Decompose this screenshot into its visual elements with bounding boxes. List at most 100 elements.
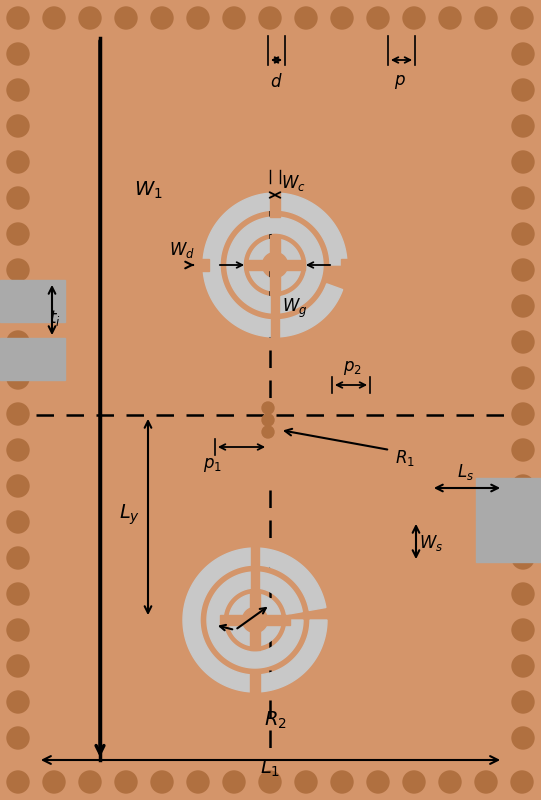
Circle shape	[7, 43, 29, 65]
Circle shape	[7, 295, 29, 317]
Circle shape	[331, 771, 353, 793]
Bar	[476, 478, 541, 520]
Bar	[270, 235, 280, 295]
Circle shape	[295, 7, 317, 29]
Circle shape	[511, 771, 533, 793]
Circle shape	[7, 151, 29, 173]
Polygon shape	[249, 239, 301, 291]
Bar	[251, 568, 259, 590]
Circle shape	[7, 187, 29, 209]
Bar	[251, 542, 259, 567]
Circle shape	[151, 7, 173, 29]
Circle shape	[259, 7, 281, 29]
Circle shape	[7, 7, 29, 29]
Bar	[270, 187, 280, 217]
Circle shape	[115, 771, 137, 793]
Bar	[245, 260, 305, 270]
Text: $p_2$: $p_2$	[342, 359, 361, 377]
Circle shape	[512, 511, 534, 533]
Polygon shape	[203, 193, 347, 337]
Circle shape	[7, 223, 29, 245]
Circle shape	[7, 79, 29, 101]
Polygon shape	[207, 572, 303, 668]
Circle shape	[259, 771, 281, 793]
Circle shape	[403, 771, 425, 793]
Circle shape	[7, 439, 29, 461]
Bar	[271, 317, 279, 342]
Circle shape	[7, 331, 29, 353]
Circle shape	[403, 7, 425, 29]
Circle shape	[512, 619, 534, 641]
Bar	[250, 672, 260, 702]
Circle shape	[511, 7, 533, 29]
Circle shape	[187, 771, 209, 793]
Text: $p$: $p$	[394, 73, 406, 91]
Circle shape	[187, 7, 209, 29]
Circle shape	[7, 547, 29, 569]
Circle shape	[79, 771, 101, 793]
Circle shape	[295, 771, 317, 793]
Bar	[250, 590, 260, 650]
Bar	[199, 259, 209, 271]
Circle shape	[512, 187, 534, 209]
Circle shape	[262, 414, 274, 426]
Circle shape	[7, 583, 29, 605]
Text: $W_c$: $W_c$	[281, 173, 305, 193]
Circle shape	[7, 475, 29, 497]
Bar	[252, 592, 258, 608]
Circle shape	[7, 655, 29, 677]
Text: $L_1$: $L_1$	[260, 758, 280, 778]
Polygon shape	[227, 217, 323, 313]
Circle shape	[115, 7, 137, 29]
Circle shape	[512, 223, 534, 245]
Circle shape	[475, 771, 497, 793]
Text: $L_s$: $L_s$	[458, 462, 474, 482]
Circle shape	[7, 691, 29, 713]
Text: $W_s$: $W_s$	[419, 533, 443, 553]
Circle shape	[512, 331, 534, 353]
Circle shape	[7, 771, 29, 793]
Circle shape	[7, 367, 29, 389]
Bar	[0, 338, 65, 380]
Circle shape	[151, 771, 173, 793]
Circle shape	[7, 115, 29, 137]
Circle shape	[512, 43, 534, 65]
Circle shape	[223, 7, 245, 29]
Circle shape	[43, 771, 65, 793]
Circle shape	[512, 79, 534, 101]
Circle shape	[512, 583, 534, 605]
Circle shape	[367, 7, 389, 29]
Circle shape	[439, 7, 461, 29]
Circle shape	[512, 727, 534, 749]
Text: $W_1$: $W_1$	[134, 179, 162, 201]
Circle shape	[262, 426, 274, 438]
Circle shape	[512, 151, 534, 173]
Circle shape	[367, 771, 389, 793]
Circle shape	[7, 619, 29, 641]
Circle shape	[262, 402, 274, 414]
Circle shape	[331, 7, 353, 29]
Text: $L_y$: $L_y$	[120, 502, 141, 527]
Circle shape	[512, 547, 534, 569]
Circle shape	[7, 403, 29, 425]
Bar	[0, 280, 65, 322]
Text: $R_2$: $R_2$	[263, 710, 286, 730]
Circle shape	[512, 367, 534, 389]
Polygon shape	[183, 548, 327, 692]
Circle shape	[79, 7, 101, 29]
Bar	[341, 259, 353, 271]
Circle shape	[7, 727, 29, 749]
Circle shape	[512, 259, 534, 281]
Circle shape	[512, 115, 534, 137]
Bar	[272, 277, 278, 293]
Circle shape	[512, 655, 534, 677]
Circle shape	[512, 691, 534, 713]
Circle shape	[512, 295, 534, 317]
Circle shape	[475, 7, 497, 29]
Circle shape	[512, 475, 534, 497]
Circle shape	[223, 771, 245, 793]
Circle shape	[7, 259, 29, 281]
Text: $d$: $d$	[269, 73, 282, 91]
Circle shape	[512, 439, 534, 461]
Bar	[271, 295, 279, 317]
